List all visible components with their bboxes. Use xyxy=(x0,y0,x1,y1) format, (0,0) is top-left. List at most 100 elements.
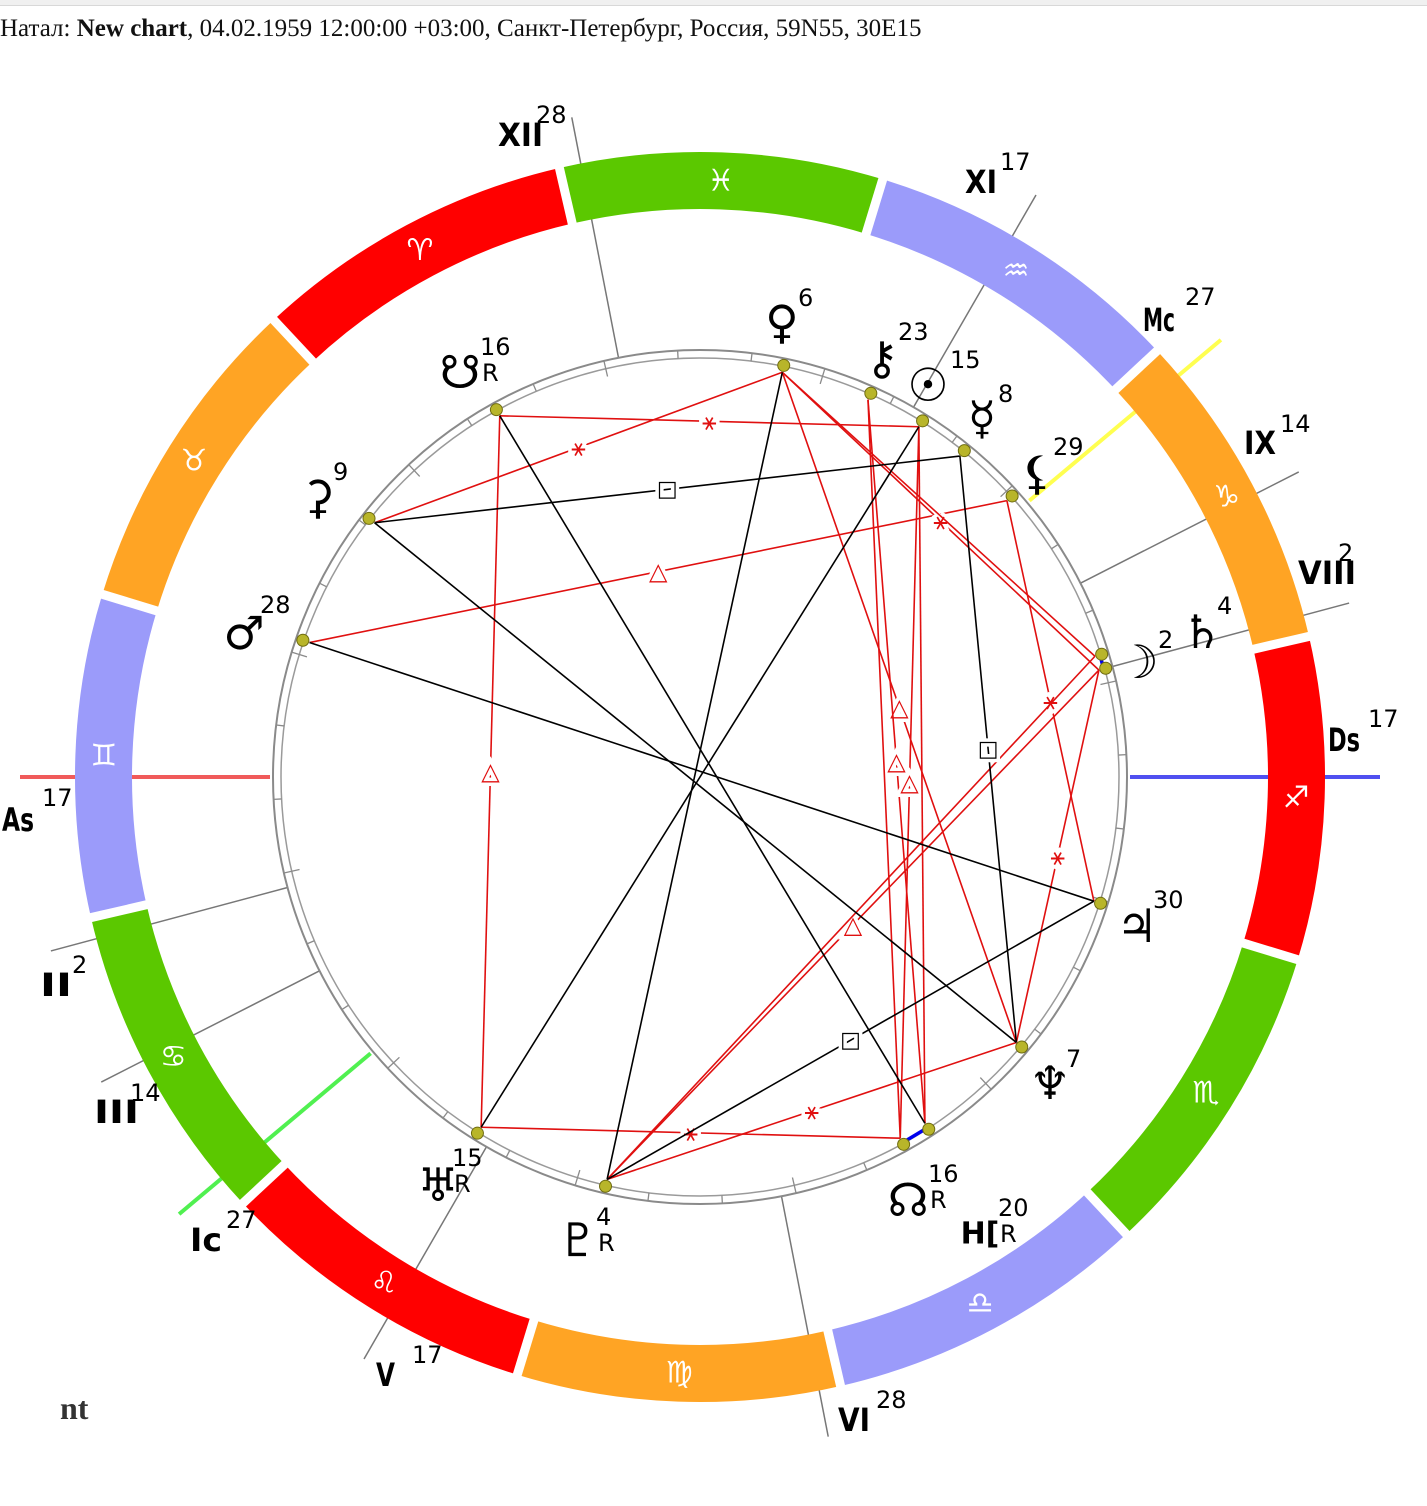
house-cusp-line-xi xyxy=(912,194,1037,408)
retrograde-marker: R xyxy=(1000,1220,1017,1248)
planet-dot[interactable] xyxy=(1005,489,1019,503)
house-degree: 14 xyxy=(1280,410,1311,438)
planet-dot[interactable] xyxy=(922,1122,936,1136)
planet-dot[interactable] xyxy=(362,511,376,525)
house-name: IX xyxy=(1244,424,1276,462)
jupiter-glyph-icon: ♃︎ xyxy=(1116,899,1157,953)
degree-circle xyxy=(272,349,1128,1205)
degree-tick xyxy=(1100,680,1117,686)
aspect-marker-sextile-icon: ⚹ xyxy=(805,1097,819,1125)
planet-dot[interactable] xyxy=(957,444,971,458)
planet-ceres[interactable]: ⚳︎9 xyxy=(301,458,376,525)
planet-dot[interactable] xyxy=(1094,896,1108,910)
planet-sun[interactable]: ☉︎ 15 xyxy=(907,346,981,428)
planet-mercury[interactable]: ☿︎ 8 xyxy=(957,380,1013,458)
planet-dot[interactable] xyxy=(1095,647,1109,661)
aspect-trine-sun-north-node xyxy=(899,426,920,1139)
planet-neptune[interactable]: ♆︎7 xyxy=(1015,1040,1082,1110)
planet-chiron[interactable]: ⚷︎ 23 xyxy=(864,318,929,400)
planet-dot[interactable] xyxy=(470,1126,484,1140)
planet-uranus[interactable]: ♅︎15R xyxy=(417,1126,484,1212)
planet-dot[interactable] xyxy=(1099,661,1113,675)
planet-north-node[interactable]: ☊︎ 16R xyxy=(888,1137,959,1227)
planet-dot[interactable] xyxy=(1015,1040,1029,1054)
planet-degree: 20 xyxy=(998,1194,1029,1222)
degree-tick xyxy=(387,1056,400,1069)
planet-dot[interactable] xyxy=(864,386,878,400)
house-label-as: As 17 xyxy=(2,784,73,839)
degree-tick xyxy=(979,1077,992,1090)
house-degree: 2 xyxy=(1338,539,1353,567)
house-label-ix: IX 14 xyxy=(1244,410,1311,462)
mars-glyph-icon: ♂︎ xyxy=(223,606,264,660)
retrograde-marker: R xyxy=(598,1229,615,1257)
house-name: Mc xyxy=(1143,301,1175,339)
house-name: As xyxy=(2,801,34,839)
degree-tick xyxy=(319,582,327,588)
retrograde-marker: R xyxy=(454,1170,471,1198)
planet-dot[interactable] xyxy=(489,403,503,417)
pluto-glyph-icon: ♇︎ xyxy=(557,1213,598,1267)
planet-saturn[interactable]: ♄︎4 xyxy=(1095,592,1233,661)
degree-tick xyxy=(819,368,826,385)
planet-dot[interactable] xyxy=(777,358,791,372)
planet-mars[interactable]: ♂︎28 xyxy=(223,591,310,660)
degree-tick xyxy=(466,418,473,426)
house-degree: 2 xyxy=(72,951,87,979)
sun-glyph-icon: ☉︎ xyxy=(907,358,948,412)
planet-moon[interactable]: ☽︎ 2 xyxy=(1099,626,1174,689)
aspect-marker-sextile-icon: ⚹ xyxy=(571,434,585,462)
aspect-sextile-venus-moon xyxy=(781,371,1100,671)
retrograde-marker: R xyxy=(930,1186,947,1214)
chart-header: Натал: New chart, 04.02.1959 12:00:00 +0… xyxy=(0,15,921,43)
planet-dot[interactable] xyxy=(916,414,930,428)
sign-segment-taurus xyxy=(102,319,313,611)
aspect-marker-sextile-icon: ⚹ xyxy=(933,507,947,535)
planet-degree: 30 xyxy=(1153,886,1184,914)
sign-divider xyxy=(1079,1184,1134,1242)
aspect-marker-sextile-icon: ⚹ xyxy=(1043,687,1057,715)
planet-degree: 4 xyxy=(1217,592,1232,620)
venus-glyph-icon: ♀︎ xyxy=(765,295,799,349)
planet-lilith[interactable]: ⚸︎ 29 xyxy=(1005,433,1084,503)
degree-tick xyxy=(1073,966,1081,972)
house-name: Ic xyxy=(190,1221,222,1259)
aspect-trine-pluto-moon xyxy=(606,669,1100,1180)
sign-divider xyxy=(553,161,578,231)
house-degree: 17 xyxy=(1000,148,1031,176)
inner-degree-circle xyxy=(280,357,1120,1197)
planet-south-node[interactable]: ☋︎ 16R xyxy=(440,333,511,417)
degree-tick xyxy=(306,940,315,945)
planet-dot[interactable] xyxy=(897,1137,911,1151)
degree-tick xyxy=(1085,609,1094,614)
house-cusp-line-viii xyxy=(1112,602,1350,668)
house-label-ds: Ds 17 xyxy=(1328,705,1399,759)
house-cusp-line-v xyxy=(363,1146,488,1360)
sign-glyph-leo-icon: ♌︎ xyxy=(370,1265,397,1300)
planet-jupiter[interactable]: ♃︎30 xyxy=(1094,886,1184,953)
planet-dot[interactable] xyxy=(599,1179,613,1193)
aspect-marker-trine-icon: △ xyxy=(481,758,500,786)
aspect-square-jupiter-pluto xyxy=(606,900,1095,1181)
planet-point-h[interactable]: H[20R xyxy=(922,1122,1029,1252)
sign-glyph-scorpio-icon: ♏︎ xyxy=(1192,1076,1219,1111)
degree-tick xyxy=(505,1150,511,1158)
aspect-marker-square-icon: □ xyxy=(840,1028,861,1053)
planet-venus[interactable]: ♀︎ 6 xyxy=(765,284,813,372)
sign-glyph-pisces-icon: ♓︎ xyxy=(707,163,734,198)
planet-degree: 23 xyxy=(898,318,929,346)
planet-pluto[interactable]: ♇︎4R xyxy=(557,1179,615,1267)
house-name: VI xyxy=(838,1401,870,1439)
sign-glyph-capricorn-icon: ♑︎ xyxy=(1213,479,1240,514)
planet-dot[interactable] xyxy=(296,633,310,647)
house-name: VIII xyxy=(1298,554,1356,592)
aspect-opposition-sun-uranus xyxy=(480,426,920,1128)
header-prefix: Натал: xyxy=(0,15,77,42)
sign-divider xyxy=(235,1156,293,1211)
sign-divider xyxy=(860,172,889,241)
